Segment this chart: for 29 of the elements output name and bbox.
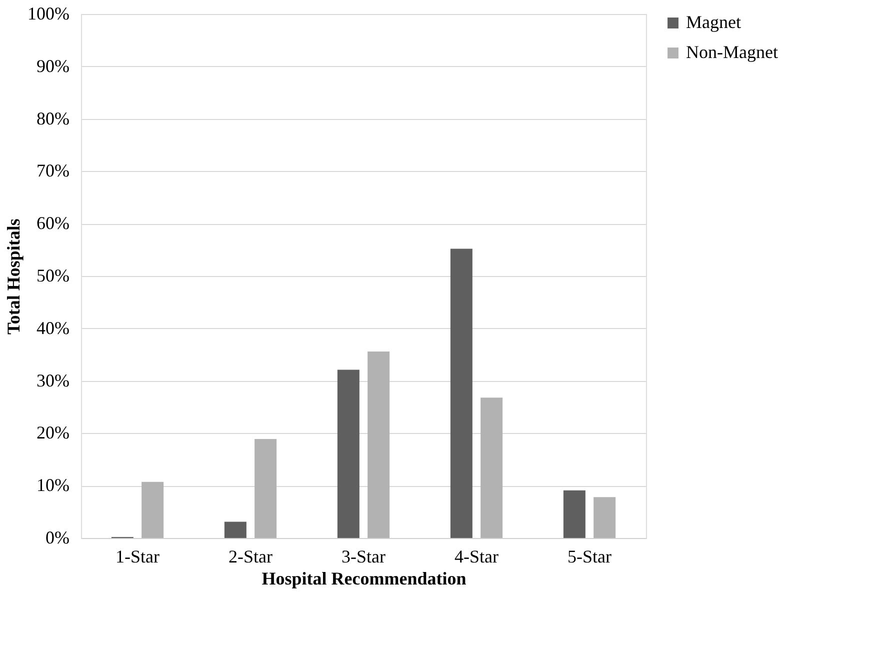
x-tick-label: 4-Star [454,546,498,566]
bar [368,351,390,538]
y-tick-label: 50% [36,266,70,286]
legend-label: Magnet [686,12,741,32]
y-tick-label: 80% [36,108,70,128]
legend-label: Non-Magnet [686,42,778,62]
x-tick-label: 2-Star [228,546,272,566]
y-tick-label: 40% [36,318,70,338]
bar [337,370,360,538]
y-tick-label: 20% [36,422,70,443]
x-tick-label: 3-Star [342,546,386,566]
y-tick-label: 70% [36,160,70,181]
y-tick-label: 0% [46,528,70,548]
y-axis-title: Total Hospitals [4,218,24,334]
bar [254,438,277,538]
bar [450,248,472,538]
y-tick-label: 60% [36,213,70,234]
x-axis-title: Hospital Recommendation [262,568,466,588]
bar [480,398,503,538]
y-tick-label: 10% [36,475,70,496]
y-tick-label: 100% [28,4,70,24]
bar [142,482,164,538]
bar [594,497,616,538]
y-tick-label: 90% [36,56,70,76]
y-tick-label: 30% [36,370,70,390]
bar [224,522,246,538]
x-tick-label: 5-Star [568,546,612,566]
x-tick-label: 1-Star [116,546,160,566]
bar [563,490,586,538]
